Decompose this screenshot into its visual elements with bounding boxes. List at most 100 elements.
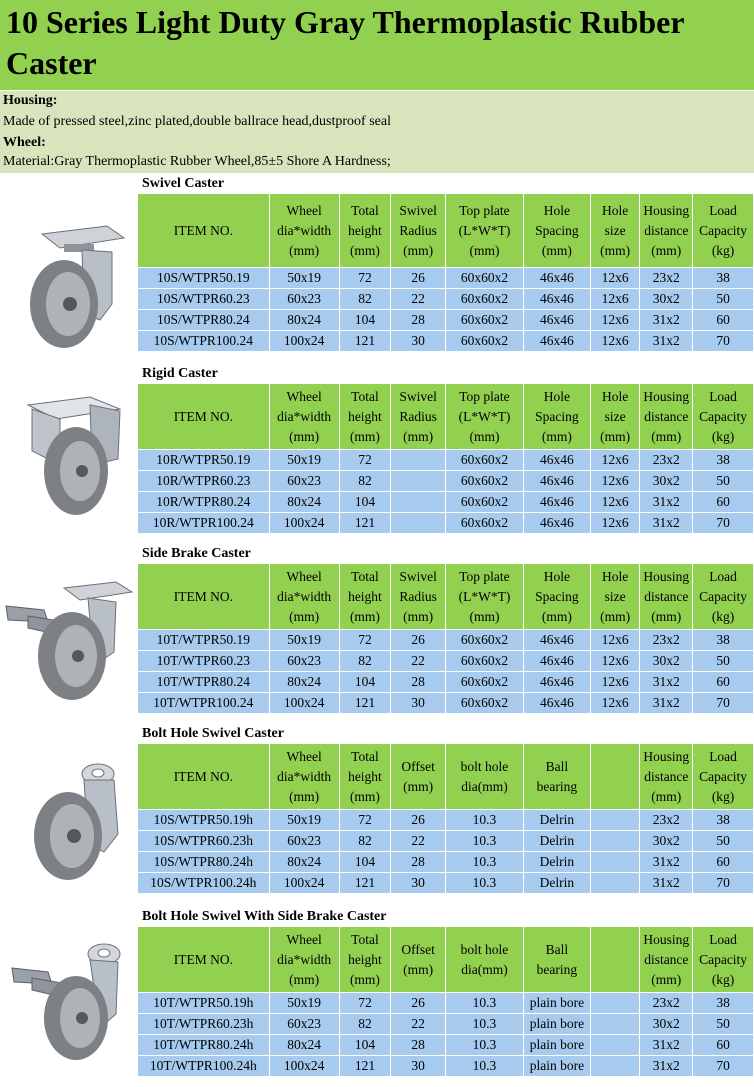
column-header-line: Total [351, 748, 379, 764]
column-header: Load Capacity (kg) [692, 563, 754, 630]
table-cell: 80x24 [268, 851, 340, 873]
column-header-line: Housing [643, 748, 690, 764]
bolt-hole-swivel-caster-photo [34, 763, 119, 880]
column-header-line: Radius [399, 588, 437, 604]
table-cell: 30 [390, 330, 446, 352]
table-cell: 50 [692, 1013, 754, 1035]
column-header: ITEM NO. [137, 193, 270, 268]
column-header-line: (mm) [349, 428, 380, 444]
column-header-line: Radius [399, 408, 437, 424]
table-cell: 60x60x2 [444, 629, 524, 651]
column-header: Load Capacity (kg) [692, 743, 754, 810]
column-header-line: (mm) [403, 961, 434, 977]
column-header-line: Offset [401, 758, 435, 774]
table-cell: 46x46 [522, 629, 591, 651]
column-header: Total height (mm) [338, 193, 392, 268]
column-header: Housing distance (mm) [639, 743, 694, 810]
table-cell: 46x46 [522, 671, 591, 693]
table-cell: 23x2 [639, 449, 694, 471]
item-number-cell: 10T/WTPR60.23 [137, 650, 270, 672]
column-header-line: (mm) [600, 428, 631, 444]
column-header-line: Total [351, 388, 379, 404]
table-cell: 31x2 [639, 851, 694, 873]
table-cell: 72 [338, 267, 392, 289]
column-header-line: Capacity [699, 588, 748, 604]
table-cell: 46x46 [522, 491, 591, 513]
column-header-line: (kg) [711, 608, 735, 624]
table-cell: 26 [390, 267, 446, 289]
column-header-line: distance [644, 951, 689, 967]
table-cell: 26 [390, 992, 446, 1014]
housing-label: Housing: [0, 91, 754, 112]
column-header-line: (mm) [651, 242, 682, 258]
table-header-row: ITEM NO. Wheel dia*width (mm) Total height (mm… [137, 743, 754, 810]
table-cell: 60 [692, 309, 754, 331]
item-number-cell: 10S/WTPR50.19h [137, 809, 270, 831]
column-header: ITEM NO. [137, 563, 270, 630]
column-header-line: Load [709, 931, 737, 947]
table-cell: 28 [390, 851, 446, 873]
column-header: ITEM NO. [137, 383, 270, 450]
table-cell: 50x19 [268, 449, 340, 471]
column-header-line: (kg) [711, 788, 735, 804]
wheel-text: Material:Gray Thermoplastic Rubber Wheel… [0, 152, 754, 173]
column-header-line: ITEM NO. [173, 222, 233, 238]
column-header-line: (mm) [403, 242, 434, 258]
table-row: 10T/WTPR80.24 80x24 104 28 60x60x2 46x46 12x6 3… [137, 671, 754, 693]
column-header-line: (mm) [289, 242, 320, 258]
page-title: 10 Series Light Duty Gray Thermoplastic … [6, 4, 684, 81]
column-header-line: Total [351, 568, 379, 584]
table-cell: 60 [692, 851, 754, 873]
table-cell: 60 [692, 1034, 754, 1056]
column-header-line: (mm) [600, 608, 631, 624]
table-cell: 46x46 [522, 309, 591, 331]
table-cell: 104 [338, 851, 392, 873]
column-header-line: (mm) [349, 971, 380, 987]
table-cell: 12x6 [589, 288, 641, 310]
table-row: 10T/WTPR100.24 100x24 121 30 60x60x2 46x46 12x… [137, 692, 754, 714]
table-row: 10R/WTPR50.19 50x19 72 60x60x2 46x46 12x6 23x2… [137, 449, 754, 471]
column-header: Swivel Radius (mm) [390, 563, 446, 630]
table-cell: 60x60x2 [444, 512, 524, 534]
column-header-line: dia(mm) [461, 778, 508, 794]
column-header-line: Capacity [699, 951, 748, 967]
table-cell: 10.3 [444, 992, 524, 1014]
column-header-line: (L*W*T) [458, 408, 511, 424]
table-cell: 31x2 [639, 1055, 694, 1077]
table-cell: 60x60x2 [444, 692, 524, 714]
column-header: Load Capacity (kg) [692, 926, 754, 993]
column-header: Wheel dia*width (mm) [268, 926, 340, 993]
table-row: 10T/WTPR100.24h 100x24 121 30 10.3 plain bore… [137, 1055, 754, 1077]
table-cell: 50x19 [268, 992, 340, 1014]
table-cell: 82 [338, 830, 392, 852]
item-number-cell: 10T/WTPR50.19 [137, 629, 270, 651]
column-header-line: (mm) [349, 608, 380, 624]
table-cell: 80x24 [268, 671, 340, 693]
column-header: ITEM NO. [137, 743, 270, 810]
table-cell: 80x24 [268, 1034, 340, 1056]
item-number-cell: 10T/WTPR50.19h [137, 992, 270, 1014]
column-header: Hole Spacing (mm) [522, 563, 591, 630]
item-number-cell: 10T/WTPR80.24 [137, 671, 270, 693]
column-header-line: Capacity [699, 408, 748, 424]
table-cell: 50x19 [268, 809, 340, 831]
table-cell: 30 [390, 1055, 446, 1077]
column-header-line: Total [351, 931, 379, 947]
section-title-rigid: Rigid Caster [142, 366, 218, 381]
column-header-line: Wheel [286, 568, 322, 584]
column-header-line: Housing [643, 568, 690, 584]
table-row: 10S/WTPR80.24 80x24 104 28 60x60x2 46x46 12x6 3… [137, 309, 754, 331]
column-header-line: Top plate [459, 388, 510, 404]
table-cell: 60x60x2 [444, 330, 524, 352]
table-cell: 104 [338, 309, 392, 331]
column-header-line: Swivel [399, 388, 437, 404]
item-number-cell: 10T/WTPR100.24h [137, 1055, 270, 1077]
column-header-line: Wheel [286, 202, 322, 218]
table-cell: 60x60x2 [444, 671, 524, 693]
column-header-line: distance [644, 408, 689, 424]
column-header: Wheel dia*width (mm) [268, 743, 340, 810]
column-header-line: Load [709, 388, 737, 404]
column-header-line: Spacing [535, 222, 579, 238]
column-header: Housing distance (mm) [639, 193, 694, 268]
table-cell: 46x46 [522, 449, 591, 471]
